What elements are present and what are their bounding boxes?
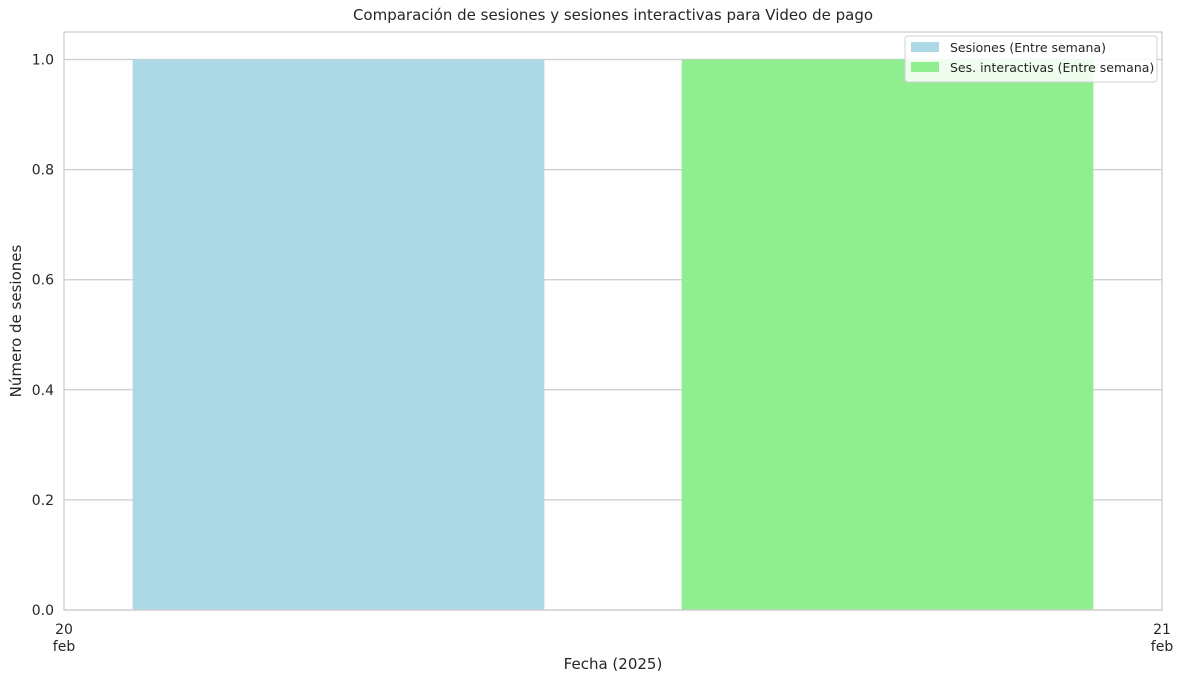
- y-tick-label: 0.2: [32, 493, 54, 509]
- bars: [132, 59, 1094, 611]
- y-axis-ticks: 0.0 0.2 0.4 0.6 0.8 1.0: [32, 53, 54, 619]
- y-tick-label: 1.0: [32, 53, 54, 69]
- y-axis-label: Número de sesiones: [7, 245, 25, 398]
- legend-label-sesiones: Sesiones (Entre semana): [950, 40, 1106, 55]
- x-tick-month: feb: [1151, 639, 1174, 655]
- x-tick-day: 21: [1153, 622, 1171, 638]
- x-tick-day: 20: [55, 622, 73, 638]
- x-axis-label: Fecha (2025): [564, 655, 663, 673]
- plot-frame: [63, 31, 1163, 611]
- x-tick-month: feb: [53, 639, 76, 655]
- y-tick-label: 0.8: [32, 163, 54, 179]
- legend-swatch-sesiones: [911, 42, 939, 52]
- legend-label-interactivas: Ses. interactivas (Entre semana): [950, 60, 1154, 75]
- bar-sesiones: [132, 59, 545, 611]
- y-tick-label: 0.0: [32, 603, 54, 619]
- chart-title: Comparación de sesiones y sesiones inter…: [353, 6, 873, 24]
- y-tick-label: 0.4: [32, 383, 54, 399]
- bar-interactivas: [681, 59, 1094, 611]
- legend-box: [904, 35, 1158, 83]
- legend-swatch-interactivas: [911, 62, 939, 72]
- y-tick-label: 0.6: [32, 273, 54, 289]
- legend: Sesiones (Entre semana) Ses. interactiva…: [904, 35, 1158, 83]
